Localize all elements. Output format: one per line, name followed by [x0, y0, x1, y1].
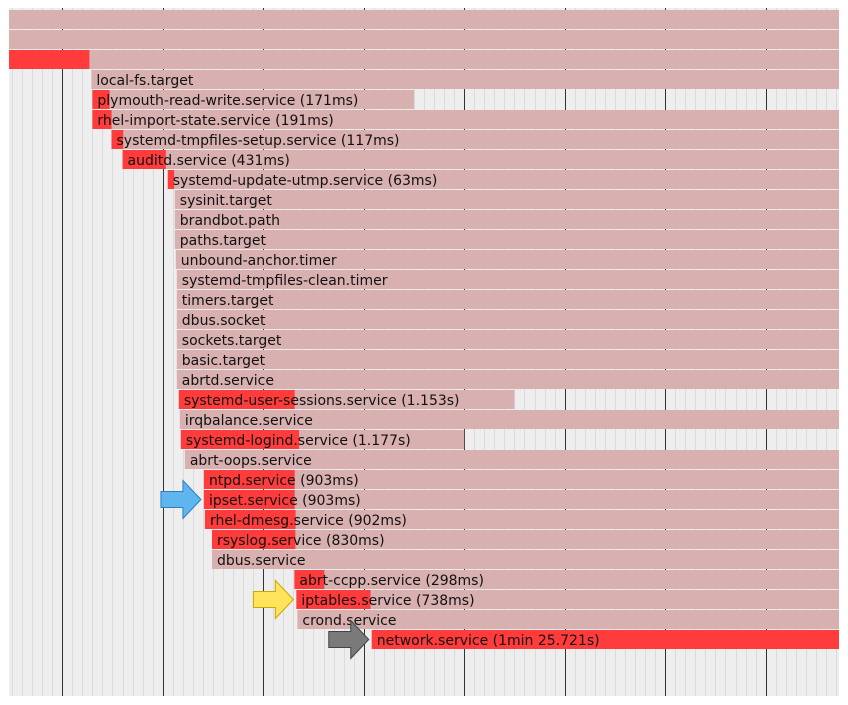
unit-bar	[203, 490, 840, 509]
unit-label: plymouth-read-write.service (171ms)	[97, 93, 358, 109]
unit-label: dbus.service	[217, 553, 306, 569]
unit-bar	[203, 470, 840, 489]
unit-label: systemd-user-sessions.service (1.153s)	[184, 393, 460, 409]
unit-label: systemd-update-utmp.service (63ms)	[173, 173, 438, 189]
unit-label: systemd-tmpfiles-setup.service (117ms)	[116, 133, 399, 149]
unit-label: systemd-logind.service (1.177s)	[186, 433, 411, 449]
activating-bar	[211, 530, 296, 549]
unit-label: dbus.socket	[182, 313, 266, 329]
unit-label: timers.target	[182, 293, 274, 309]
unit-label: ntpd.service (903ms)	[209, 473, 359, 489]
unit-bar	[211, 530, 839, 549]
unit-label: rhel-import-state.service (191ms)	[97, 113, 333, 129]
unit-label: brandbot.path	[180, 213, 280, 229]
unit-label: rhel-dmesg.service (902ms)	[210, 513, 407, 529]
unit-bar	[174, 210, 840, 229]
arrows	[160, 479, 370, 660]
blue-arrow	[160, 479, 202, 520]
activating-bar	[296, 590, 371, 609]
unit-bar	[175, 250, 839, 269]
unit-bar	[176, 330, 839, 349]
activating-bar	[203, 470, 295, 489]
unit-bar	[92, 110, 840, 129]
unit-bar	[204, 510, 839, 529]
unit-label: systemd-tmpfiles-clean.timer	[182, 273, 388, 289]
unit-bar	[297, 610, 839, 629]
activating-bar	[204, 510, 296, 529]
bars	[9, 10, 840, 649]
yellow-arrow	[252, 579, 295, 620]
unit-bar	[92, 90, 414, 109]
unit-bar	[176, 350, 839, 369]
unit-label: network.service (1min 25.721s)	[377, 633, 600, 649]
unit-bar	[91, 70, 839, 89]
unit-bar	[296, 590, 839, 609]
unit-label: unbound-anchor.timer	[181, 253, 337, 269]
unit-bar	[9, 10, 839, 29]
unit-bar	[111, 130, 839, 149]
unit-bar	[9, 30, 839, 49]
activating-bar	[92, 110, 112, 129]
activating-bar	[178, 390, 295, 409]
unit-bar	[176, 290, 839, 309]
unit-label: irqbalance.service	[185, 413, 313, 429]
unit-label: abrt-ccpp.service (298ms)	[299, 573, 484, 589]
unit-label: rsyslog.service (830ms)	[217, 533, 385, 549]
unit-label: basic.target	[182, 353, 266, 369]
activating-bar	[9, 50, 90, 69]
activating-bar	[203, 490, 295, 509]
unit-bar	[9, 50, 839, 69]
unit-bar	[184, 450, 839, 469]
unit-label: local-fs.target	[96, 73, 193, 89]
activating-bar	[111, 130, 124, 149]
unit-bar	[174, 230, 840, 249]
unit-label: crond.service	[302, 613, 396, 629]
activating-bar	[180, 430, 300, 449]
bar-labels: local-fs.target plymouth-read-write.servi…	[96, 73, 599, 649]
activating-bar	[371, 630, 839, 649]
gray-arrow	[328, 619, 370, 660]
unit-bar	[176, 370, 839, 389]
unit-label: ipset.service (903ms)	[209, 493, 361, 509]
unit-label: paths.target	[180, 233, 267, 249]
unit-label: abrt-oops.service	[190, 453, 312, 469]
unit-bar	[211, 550, 839, 569]
unit-bar	[294, 570, 839, 589]
unit-bar	[176, 310, 839, 329]
unit-label: auditd.service (431ms)	[128, 153, 290, 169]
unit-label: abrtd.service	[182, 373, 274, 389]
activating-bar	[92, 90, 110, 109]
unit-label: iptables.service (738ms)	[301, 593, 474, 609]
unit-label: sockets.target	[182, 333, 282, 349]
unit-bar	[167, 170, 839, 189]
unit-bar	[176, 270, 839, 289]
unit-bar	[174, 190, 840, 209]
unit-label: sysinit.target	[180, 193, 273, 209]
activating-bar	[122, 150, 166, 169]
activating-bar	[294, 570, 325, 589]
activating-bar	[167, 170, 175, 189]
unit-bar	[179, 410, 839, 429]
unit-bar	[122, 150, 839, 169]
